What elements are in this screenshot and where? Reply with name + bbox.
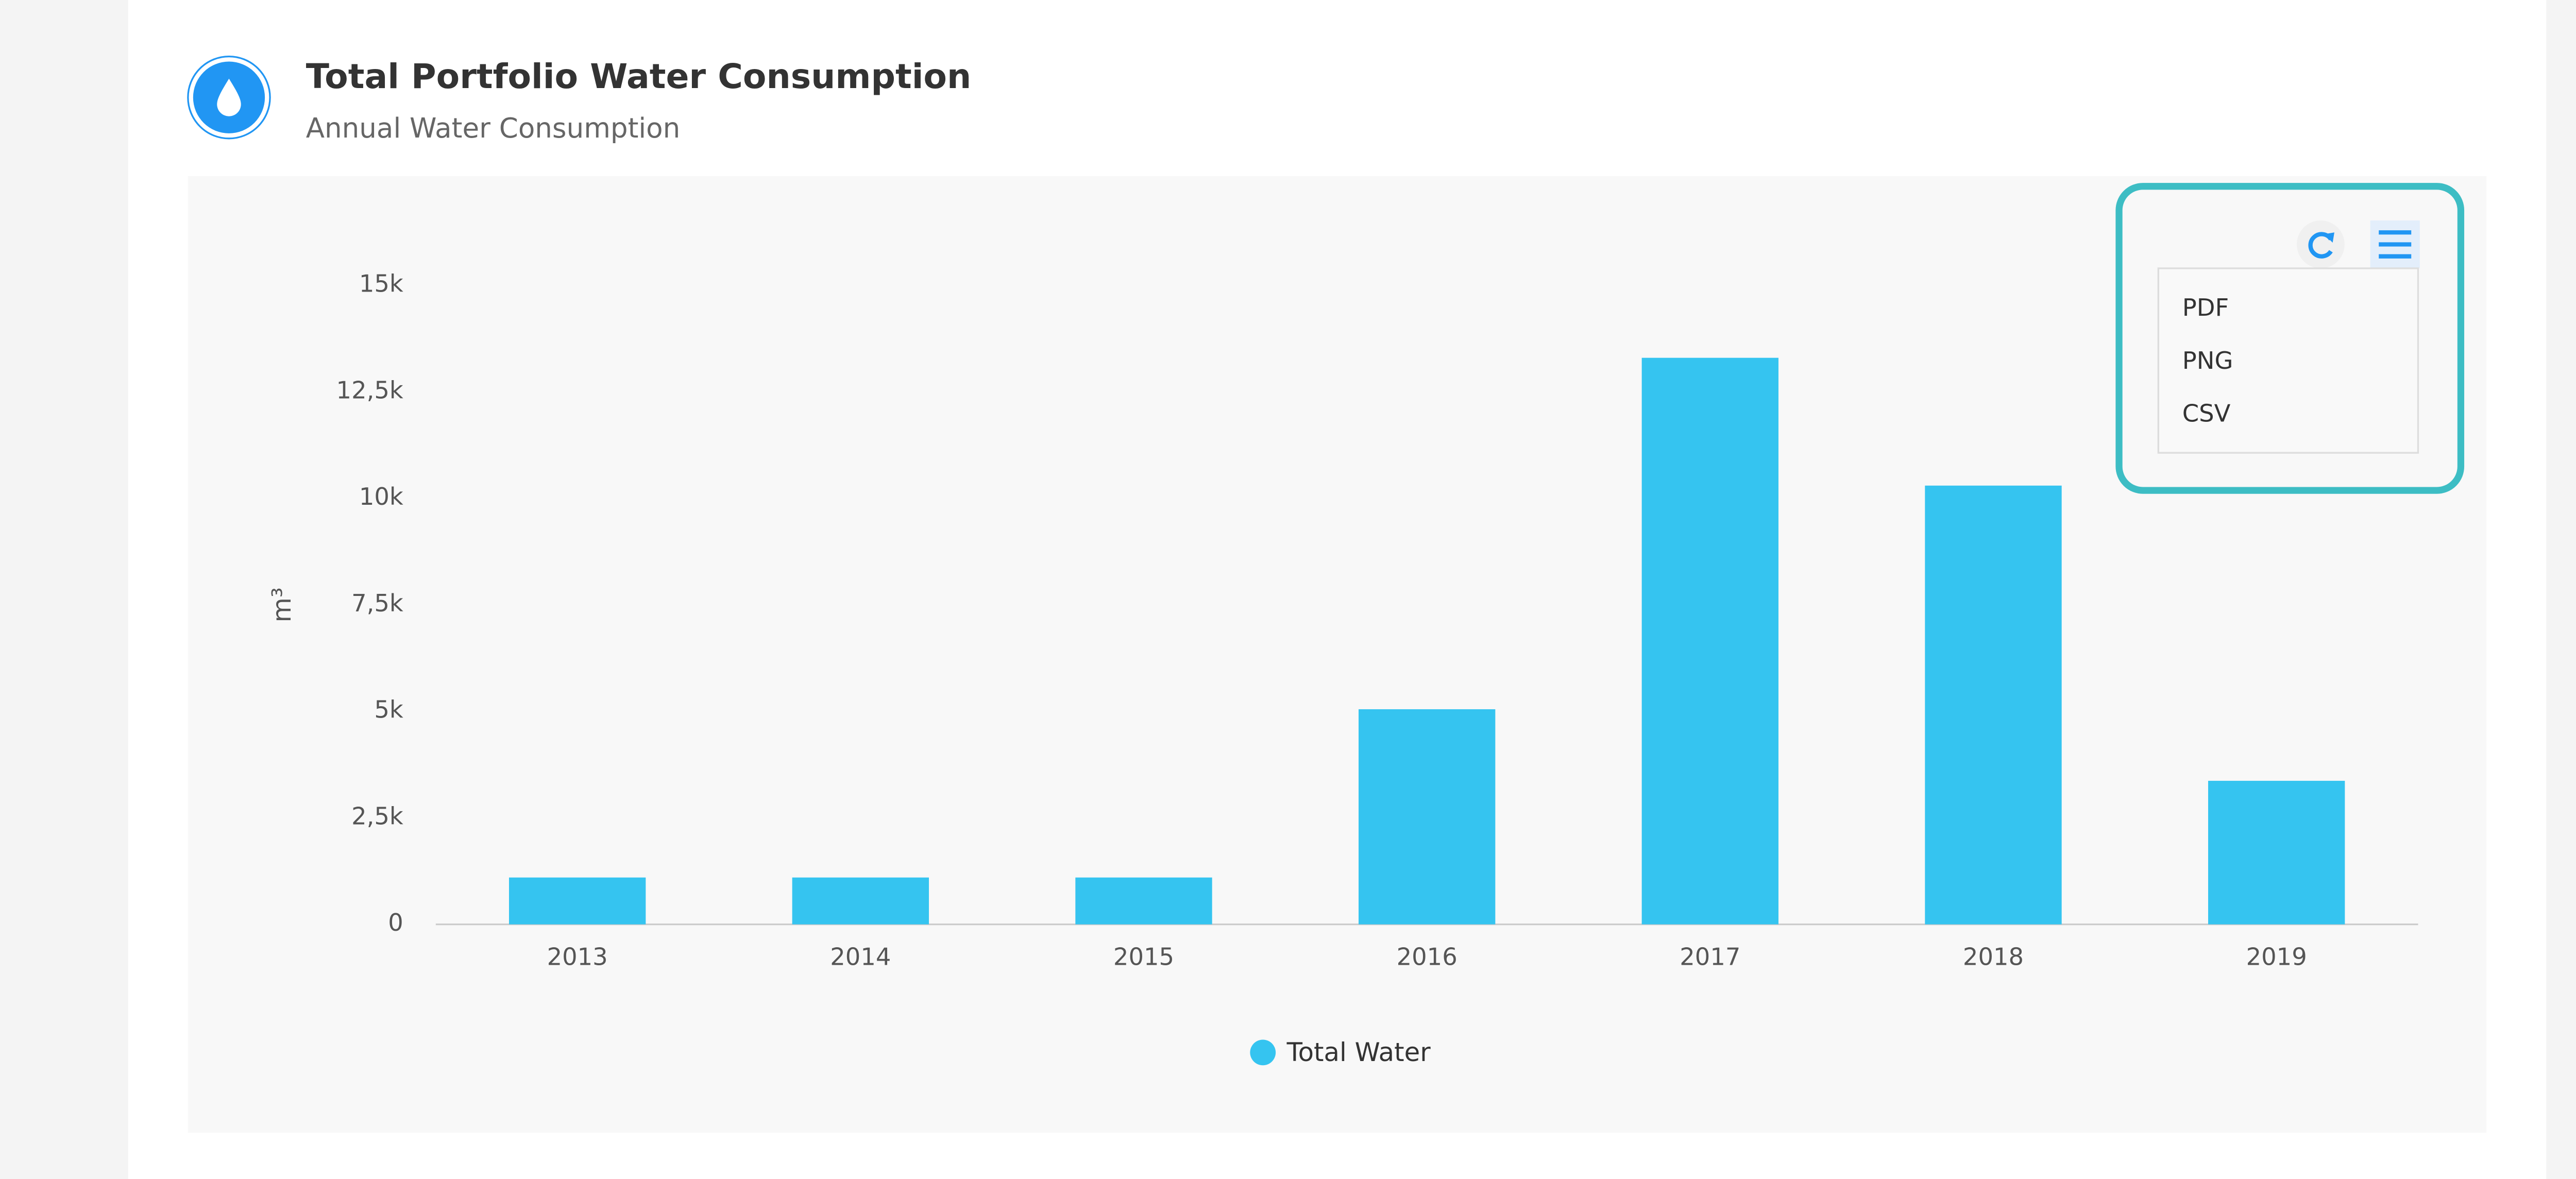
legend-marker: [1250, 1039, 1276, 1066]
highlight: [2115, 183, 2465, 494]
refresh-button[interactable]: [2297, 220, 2345, 268]
y-tick-label: 10k: [359, 483, 403, 510]
y-tick-label: 5k: [374, 696, 403, 724]
x-tick-label: 2014: [830, 943, 891, 970]
chart-area: [188, 176, 2487, 1133]
y-tick-label: 7,5k: [351, 589, 403, 617]
y-tick-label: 15k: [359, 270, 403, 298]
menu-item[interactable]: PNG: [2182, 347, 2233, 374]
menu-item[interactable]: CSV: [2182, 400, 2231, 428]
y-axis-label: m³: [267, 587, 297, 622]
bar: [1075, 877, 1212, 925]
x-tick-label: 2017: [1680, 943, 1740, 970]
bar: [1358, 709, 1496, 925]
y-tick-label: 2,5k: [351, 802, 403, 830]
legend-label: Total Water: [1286, 1037, 1431, 1067]
title: Total Portfolio Water Consumption: [306, 56, 972, 96]
refresh-icon: [2308, 232, 2333, 259]
refresh-arrow: [2324, 232, 2334, 243]
bar: [509, 877, 646, 925]
bar: [1641, 357, 1779, 925]
plot: 0 2,5k 5k 7,5k 10k 12,5k 15k m³ 2013 2014 2015 2016…: [267, 270, 2418, 1067]
x-tick-label: 2018: [1963, 943, 2024, 970]
bar: [2208, 780, 2345, 925]
dropdown: [2157, 267, 2419, 454]
x-tick-label: 2013: [547, 943, 608, 970]
y-tick-label: 12,5k: [336, 376, 403, 404]
bar: [1925, 485, 2062, 925]
x-tick-label: 2016: [1397, 943, 1458, 970]
drop-icon: [217, 78, 241, 116]
x-tick-label: 2015: [1113, 943, 1174, 970]
x-tick-label: 2019: [2246, 943, 2307, 970]
y-tick-label: 0: [388, 909, 403, 936]
bar: [792, 877, 929, 925]
subtitle: Annual Water Consumption: [306, 112, 680, 144]
menu-item[interactable]: PDF: [2182, 294, 2229, 321]
menu-icon: [2379, 230, 2412, 259]
icon-ring: [187, 55, 271, 140]
